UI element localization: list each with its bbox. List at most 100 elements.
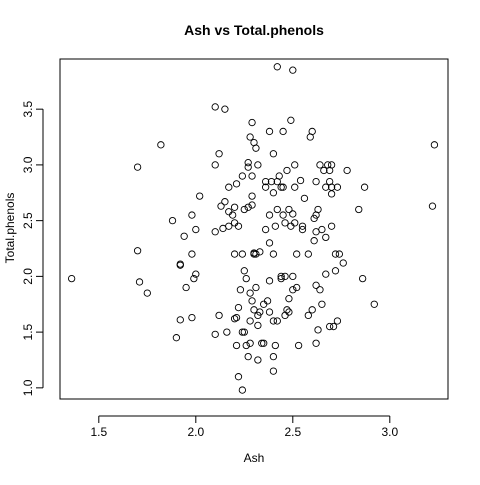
data-point: [285, 295, 293, 303]
x-tick-label: 2.0: [187, 425, 204, 439]
data-point: [370, 300, 378, 308]
data-point: [242, 341, 250, 350]
data-point: [277, 272, 285, 281]
data-point: [225, 222, 233, 230]
data-point: [269, 250, 278, 258]
data-point: [281, 272, 289, 281]
data-point: [238, 328, 247, 336]
data-point: [238, 172, 247, 180]
y-tick-label: 3.5: [21, 100, 35, 117]
data-point: [298, 222, 307, 230]
data-point: [258, 339, 266, 347]
data-point: [269, 367, 278, 375]
data-point: [223, 328, 231, 336]
data-point: [314, 205, 322, 214]
data-point: [316, 286, 324, 294]
data-point: [289, 210, 297, 218]
data-point: [291, 161, 299, 169]
data-point: [428, 202, 437, 210]
data-point: [283, 306, 291, 314]
data-point: [269, 150, 278, 158]
data-point: [430, 141, 439, 149]
data-point: [225, 208, 233, 216]
data-point: [279, 183, 287, 191]
data-point: [188, 313, 196, 322]
data-point: [308, 127, 316, 136]
data-point: [190, 274, 198, 283]
data-point: [221, 105, 229, 113]
data-point: [277, 183, 285, 191]
data-point: [211, 228, 219, 236]
data-point: [329, 322, 338, 331]
data-point: [188, 211, 196, 219]
data-point: [248, 172, 256, 180]
data-point: [269, 317, 278, 325]
data-point: [234, 303, 243, 312]
x-tick-label: 1.5: [90, 425, 107, 439]
data-point: [211, 330, 219, 338]
data-point: [360, 183, 369, 191]
data-point: [275, 172, 283, 180]
data-point: [289, 272, 297, 281]
data-point: [322, 270, 330, 278]
data-point: [254, 161, 262, 169]
data-point: [246, 317, 254, 325]
data-point: [252, 283, 260, 292]
data-point: [304, 250, 312, 258]
data-point: [232, 180, 241, 188]
data-point: [298, 225, 307, 234]
data-point: [269, 352, 278, 361]
data-point: [230, 219, 239, 227]
data-point: [335, 250, 344, 258]
data-point: [327, 222, 336, 230]
plot-frame: [59, 58, 449, 400]
data-point: [252, 144, 260, 152]
y-tick-label: 3.0: [21, 156, 35, 173]
data-point: [318, 300, 326, 308]
data-point: [271, 222, 279, 230]
data-point: [168, 216, 177, 225]
data-point: [265, 211, 274, 219]
x-axis: 1.5 2.0 2.5 3.0: [90, 415, 398, 439]
data-point: [333, 183, 342, 191]
data-point: [326, 322, 334, 331]
data-point: [300, 194, 309, 202]
data-point: [252, 250, 260, 258]
data-point: [217, 202, 225, 210]
y-tick-label: 1.0: [21, 379, 35, 396]
data-point: [304, 311, 312, 320]
data-point: [296, 176, 305, 185]
data-point: [240, 328, 248, 336]
x-tick-label: 3.0: [381, 425, 398, 439]
data-point: [355, 205, 363, 214]
data-point: [273, 317, 281, 325]
data-point: [133, 163, 142, 171]
data-point: [215, 150, 223, 158]
data-point: [291, 219, 299, 227]
data-point: [143, 289, 151, 297]
data-point: [285, 205, 293, 214]
data-point: [279, 211, 287, 219]
data-point: [256, 248, 264, 256]
data-point: [246, 289, 254, 297]
data-point: [221, 198, 229, 206]
data-point: [211, 161, 219, 169]
data-point: [310, 237, 318, 245]
data-point: [265, 127, 274, 136]
data-point: [236, 286, 245, 294]
data-point: [230, 315, 239, 323]
data-point: [248, 118, 256, 127]
data-point: [294, 341, 303, 350]
data-point: [312, 339, 320, 347]
data-point: [314, 326, 322, 334]
data-point: [277, 274, 285, 283]
y-axis-label: Total.phenols: [3, 193, 17, 264]
data-point: [265, 308, 274, 316]
data-point: [234, 222, 243, 230]
data-point: [240, 267, 248, 275]
data-point: [261, 225, 270, 234]
data-point: [244, 203, 252, 211]
data-point: [293, 250, 301, 258]
data-point: [320, 166, 328, 175]
